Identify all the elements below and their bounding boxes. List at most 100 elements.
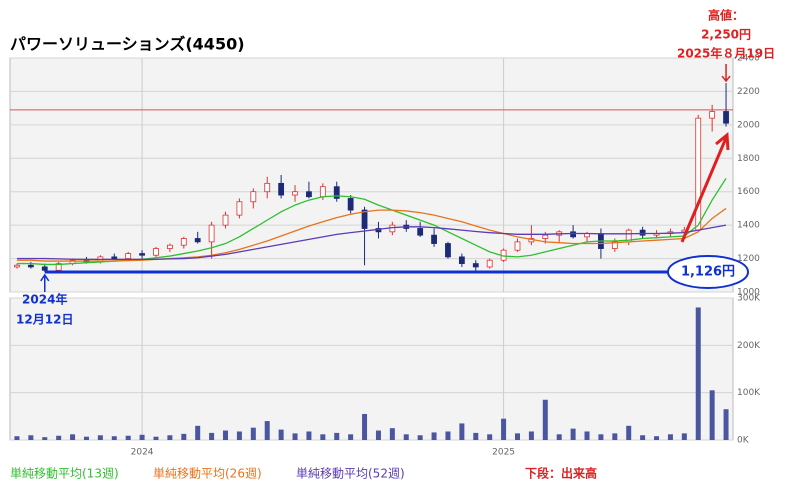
- candle-body: [306, 191, 312, 198]
- y-tick-label: 2200: [737, 87, 760, 97]
- ma-line: [16, 207, 727, 262]
- y-tick-label: 200K: [737, 341, 761, 351]
- candle-body: [125, 253, 132, 259]
- y-tick-label: 100K: [737, 388, 761, 398]
- candle-body: [458, 256, 465, 264]
- volume-bar: [654, 436, 660, 440]
- candle-body: [180, 238, 187, 246]
- candle-body: [723, 111, 729, 124]
- candle-body: [236, 201, 243, 216]
- candle-body: [222, 214, 229, 226]
- volume-bar: [612, 433, 618, 440]
- x-tick-label: 2024: [131, 448, 154, 458]
- volume-bar: [667, 434, 673, 440]
- candle-body: [55, 263, 62, 271]
- volume-bar: [14, 436, 20, 440]
- volume-bar: [695, 307, 701, 440]
- volume-bar: [584, 431, 590, 440]
- volume-bar: [556, 434, 562, 440]
- candle-body: [194, 238, 201, 243]
- low-date: 12月12日: [16, 313, 73, 327]
- y-tick-label: 300K: [737, 294, 761, 304]
- candle-body: [445, 243, 451, 258]
- volume-bar: [501, 418, 507, 440]
- volume-bar: [723, 409, 729, 440]
- candle-body: [347, 197, 354, 211]
- volume-bar: [56, 435, 62, 440]
- ma-line: [16, 224, 727, 261]
- candle-body: [139, 253, 145, 256]
- x-tick-label: 2025: [492, 448, 515, 458]
- volume-label: 下段：出来高: [525, 466, 597, 481]
- low-price: 1,126円: [681, 264, 735, 279]
- y-tick-label: 1000: [737, 288, 760, 298]
- volume-bar: [223, 430, 229, 440]
- volume-bar: [181, 433, 187, 440]
- low-date: 2024年: [22, 292, 67, 307]
- volume-bar: [570, 428, 576, 440]
- low-arrow: [40, 273, 50, 292]
- volume-bar: [473, 432, 479, 440]
- volume-bar: [153, 436, 159, 440]
- volume-bar: [626, 425, 632, 440]
- title: パワーソリューションズ(4450): [10, 35, 245, 54]
- volume-bar: [278, 429, 284, 440]
- volume-bar: [236, 431, 242, 440]
- price-panel: [9, 57, 734, 293]
- candle-body: [695, 117, 702, 231]
- candle-body: [208, 224, 215, 243]
- volume-bar: [111, 436, 117, 440]
- volume-bar: [487, 434, 493, 440]
- candle-body: [486, 259, 493, 268]
- volume-bar: [348, 434, 354, 440]
- volume-bar: [362, 413, 368, 440]
- volume-bar: [709, 390, 715, 440]
- high-arrow: [721, 64, 731, 83]
- candle-body: [570, 231, 577, 238]
- low-ellipse: [667, 254, 749, 289]
- candle-body: [639, 229, 646, 236]
- volume-bar: [70, 434, 76, 440]
- volume-bar: [83, 436, 89, 440]
- volume-bar: [334, 432, 340, 440]
- volume-bar: [264, 421, 270, 440]
- trend-arrow: [680, 131, 730, 243]
- volume-bar: [167, 435, 173, 440]
- candle-body: [611, 241, 618, 249]
- candle-body: [709, 111, 716, 119]
- volume-bar: [292, 433, 298, 440]
- candle-body: [264, 182, 271, 193]
- candle-body: [542, 234, 549, 239]
- y-tick-label: 2000: [737, 120, 760, 130]
- y-tick-label: 0K: [737, 436, 750, 446]
- volume-panel: [9, 297, 734, 441]
- volume-bar: [306, 431, 312, 440]
- legend-entry: 単純移動平均(26週): [153, 467, 262, 481]
- candle-body: [417, 228, 424, 236]
- volume-bar: [209, 432, 215, 440]
- volume-bar: [28, 435, 34, 440]
- legend-entry: 単純移動平均(13週): [10, 467, 119, 481]
- legend-entry: 単純移動平均(52週): [296, 467, 405, 481]
- volume-bar: [681, 433, 687, 440]
- volume-bar: [125, 435, 131, 440]
- candle-body: [514, 241, 521, 251]
- volume-bar: [195, 425, 201, 440]
- high-label: 2,250円: [701, 28, 751, 42]
- volume-bar: [250, 427, 256, 440]
- volume-bar: [598, 434, 604, 440]
- y-tick-label: 1800: [737, 154, 760, 164]
- candle-body: [292, 191, 298, 196]
- volume-bar: [375, 430, 381, 440]
- y-tick-label: 1400: [737, 221, 760, 231]
- y-tick-label: 1600: [737, 187, 760, 197]
- candle-body: [166, 244, 173, 249]
- candle-body: [14, 264, 20, 268]
- candle-body: [333, 186, 340, 199]
- volume-bar: [445, 431, 451, 440]
- candle-body: [111, 256, 118, 259]
- volume-bar: [514, 433, 520, 440]
- candle-body: [250, 191, 257, 203]
- candle-body: [27, 264, 34, 268]
